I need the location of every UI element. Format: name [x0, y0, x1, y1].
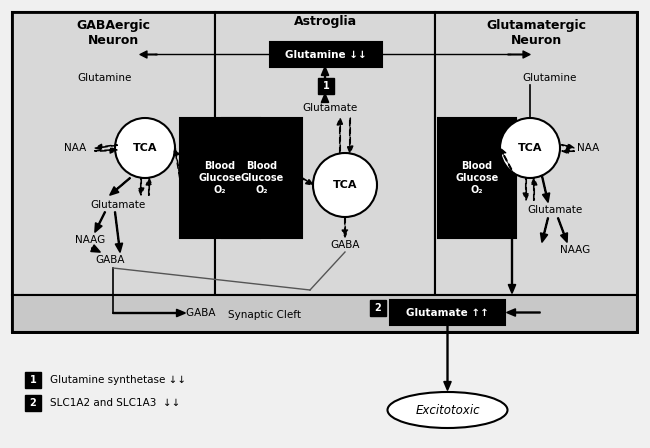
FancyArrowPatch shape	[562, 148, 574, 154]
Bar	[390, 300, 505, 325]
FancyArrowPatch shape	[558, 218, 567, 242]
Circle shape	[115, 118, 175, 178]
FancyArrowPatch shape	[531, 178, 537, 200]
Text: GABA: GABA	[96, 255, 125, 265]
FancyArrowPatch shape	[508, 176, 515, 293]
Text: Blood
Glucose
O₂: Blood Glucose O₂	[240, 161, 283, 194]
Text: 2: 2	[30, 398, 36, 408]
Ellipse shape	[387, 392, 508, 428]
FancyArrowPatch shape	[347, 118, 353, 153]
Text: Glutamate: Glutamate	[90, 200, 146, 210]
Text: Glutamine: Glutamine	[523, 73, 577, 83]
Bar	[318, 78, 334, 94]
Text: Glutamate: Glutamate	[527, 205, 582, 215]
FancyArrowPatch shape	[174, 148, 180, 178]
FancyArrowPatch shape	[95, 212, 105, 232]
FancyArrowPatch shape	[95, 147, 117, 153]
FancyArrowPatch shape	[508, 51, 530, 58]
FancyArrowPatch shape	[146, 178, 152, 195]
FancyArrowPatch shape	[523, 178, 529, 200]
Text: GABA: GABA	[330, 240, 359, 250]
Bar	[435, 12, 637, 295]
Text: Excitotoxic: Excitotoxic	[415, 404, 480, 417]
Bar	[12, 295, 637, 332]
Text: NAAG: NAAG	[560, 245, 590, 255]
Text: GABAergic
Neuron: GABAergic Neuron	[77, 19, 151, 47]
Text: Astroglia: Astroglia	[293, 16, 357, 29]
Text: Glutamine synthetase ↓↓: Glutamine synthetase ↓↓	[50, 375, 186, 385]
FancyArrowPatch shape	[541, 218, 549, 242]
FancyArrowPatch shape	[302, 178, 313, 185]
Bar	[215, 12, 435, 295]
Text: Glutamate: Glutamate	[302, 103, 358, 113]
Bar	[12, 12, 637, 332]
Text: NAAG: NAAG	[75, 235, 105, 245]
FancyArrowPatch shape	[562, 144, 574, 149]
Bar	[25, 372, 41, 388]
Text: → GABA: → GABA	[174, 308, 216, 318]
Bar	[370, 300, 386, 316]
Text: Glutamate ↑↑: Glutamate ↑↑	[406, 307, 489, 318]
Bar	[12, 12, 215, 295]
Text: 1: 1	[30, 375, 36, 385]
Bar	[12, 12, 637, 332]
FancyArrowPatch shape	[110, 178, 130, 195]
Bar	[438, 118, 516, 238]
Bar	[222, 118, 302, 238]
Text: Glutamatergic
Neuron: Glutamatergic Neuron	[486, 19, 586, 47]
Text: NAA: NAA	[577, 143, 599, 153]
FancyArrowPatch shape	[95, 144, 117, 150]
Text: Glutamine: Glutamine	[78, 73, 132, 83]
Text: TCA: TCA	[133, 143, 157, 153]
FancyArrowPatch shape	[140, 51, 157, 58]
FancyArrowPatch shape	[342, 217, 348, 237]
FancyArrowPatch shape	[337, 118, 343, 153]
Text: 1: 1	[322, 81, 330, 91]
FancyArrowPatch shape	[322, 67, 328, 78]
Text: NAA: NAA	[64, 143, 86, 153]
Circle shape	[313, 153, 377, 217]
Text: TCA: TCA	[333, 180, 358, 190]
FancyArrowPatch shape	[541, 176, 549, 202]
Text: Glutamine ↓↓: Glutamine ↓↓	[285, 49, 367, 60]
FancyArrowPatch shape	[322, 94, 328, 102]
Text: TCA: TCA	[518, 143, 542, 153]
Text: Blood
Glucose
O₂: Blood Glucose O₂	[456, 161, 499, 194]
FancyArrowPatch shape	[507, 309, 540, 316]
FancyArrowPatch shape	[91, 245, 100, 252]
FancyArrowPatch shape	[444, 325, 451, 390]
Bar	[25, 395, 41, 411]
FancyArrowPatch shape	[113, 310, 185, 316]
Text: SLC1A2 and SLC1A3  ↓↓: SLC1A2 and SLC1A3 ↓↓	[50, 398, 181, 408]
Text: Blood
Glucose
O₂: Blood Glucose O₂	[198, 161, 242, 194]
FancyArrowPatch shape	[138, 178, 144, 195]
Bar	[180, 118, 260, 238]
Text: Synaptic Cleft: Synaptic Cleft	[229, 310, 302, 320]
Bar	[270, 42, 382, 67]
FancyArrowPatch shape	[114, 212, 122, 252]
FancyArrowPatch shape	[500, 148, 516, 178]
Text: 2: 2	[374, 303, 382, 313]
Circle shape	[500, 118, 560, 178]
